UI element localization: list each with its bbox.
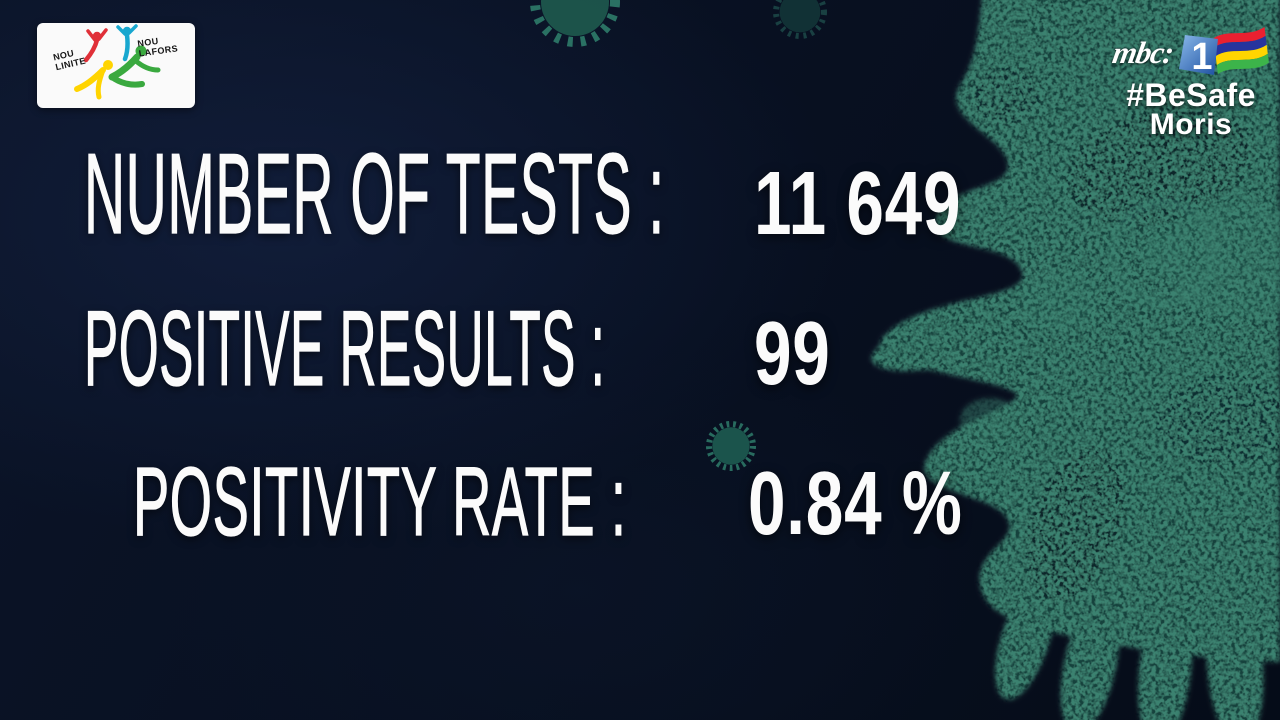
stat-label-positive-results: POSITIVE RESULTS : xyxy=(84,288,606,408)
besafe-moris: Moris xyxy=(1149,108,1233,141)
besafe-hashtag: #BeSafe xyxy=(1126,77,1256,113)
virus-particle-icon xyxy=(530,0,620,47)
stat-value-positive-results: 99 xyxy=(754,304,831,404)
mbc-wordmark: mbc: xyxy=(1110,35,1177,70)
svg-text:1: 1 xyxy=(1191,36,1212,78)
virus-particle-icon xyxy=(705,420,757,472)
virus-particle-icon xyxy=(773,0,827,39)
virus-main-body xyxy=(871,0,1280,720)
mauritius-flag-icon xyxy=(1213,26,1269,75)
stat-label-positivity-rate: POSITIVITY RATE : xyxy=(133,447,627,556)
mbc-channel-block: mbc: 1 #BeSafe Moris xyxy=(1100,26,1280,140)
nou-linite-nou-lafors-logo: NOU LINITE NOU LAFORS xyxy=(37,23,195,108)
stat-value-positivity-rate: 0.84 % xyxy=(748,454,963,554)
stat-value-number-of-tests: 11 649 xyxy=(754,154,962,254)
mbc-logo: mbc: 1 xyxy=(1100,26,1280,80)
jumping-people-icon xyxy=(74,24,161,100)
channel-1-badge: 1 xyxy=(1178,35,1218,78)
stat-label-number-of-tests: NUMBER OF TESTS : xyxy=(84,131,665,258)
